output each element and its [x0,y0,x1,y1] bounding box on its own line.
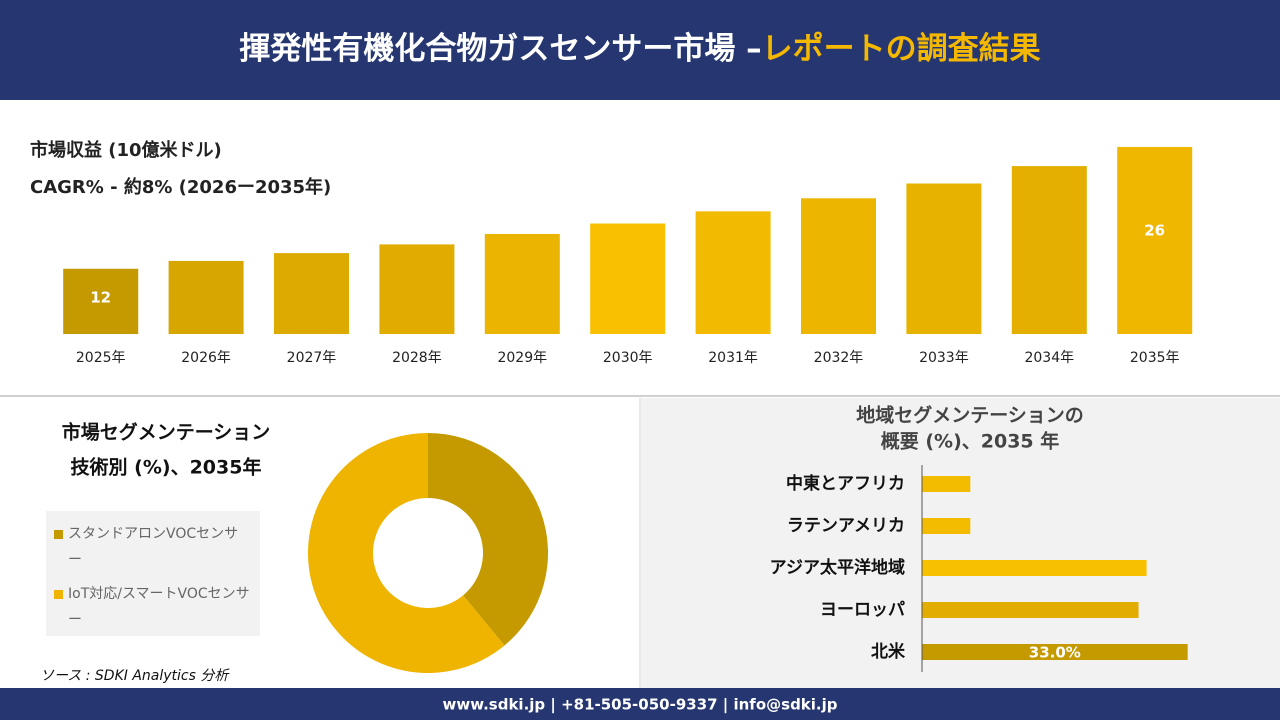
x-tick-label: 2032年 [814,350,864,366]
legend-swatch [54,590,63,599]
bar [63,268,139,334]
chart-title: 概要 (%)、2035 年 [881,430,1060,453]
bar [590,223,666,334]
legend-entry: スタンドアロンVOCセンサー [54,521,252,573]
y-tick-label: ヨーロッパ [820,600,905,620]
chart-title: 地域セグメンテーションの [856,404,1084,427]
x-tick-label: 2034年 [1024,350,1074,366]
bar [168,260,244,334]
bar [1011,166,1087,334]
data-label: 12 [90,289,111,307]
chart-subtitle: CAGR% - 約8% (2026ー2035年) [30,176,331,198]
x-tick-label: 2027年 [287,350,337,366]
x-tick-label: 2031年 [708,350,758,366]
right-panel [641,398,1280,688]
footer: www.sdki.jp | +81-505-050-9337 | info@sd… [442,696,837,715]
y-tick-label: ラテンアメリカ [787,516,905,536]
y-tick-label: 中東とアフリカ [786,473,905,494]
bar [379,244,455,334]
x-tick-label: 2026年 [181,350,231,366]
x-tick-label: 2035年 [1130,350,1180,366]
x-tick-label: 2025年 [76,350,126,366]
header-bar [0,0,1280,100]
donut-segment [308,433,505,673]
data-label: 33.0% [1029,644,1081,662]
bar [922,476,971,492]
footer-bar [0,688,1280,720]
bar [1117,146,1193,334]
legend-swatch [54,530,63,539]
data-label: 26 [1144,222,1165,240]
x-tick-label: 2030年 [603,350,653,366]
bar [922,560,1147,576]
source: ソース : SDKI Analytics 分析 [40,668,230,684]
bar [801,198,876,334]
y-tick-label: 北米 [871,641,906,662]
legend-label: IoT対応/スマートVOCセンサー [68,586,250,628]
bar [484,233,560,334]
title-main: 揮発性有機化合物ガスセンサー市場 – [239,31,761,67]
y-tick-label: アジア太平洋地域 [770,557,905,578]
chart-title: 技術別 (%)、2035年 [71,456,262,479]
title-highlight: レポートの調査結果 [762,31,1041,67]
legend: スタンドアロンVOCセンサー IoT対応/スマートVOCセンサー [46,511,260,636]
chart-title: 市場セグメンテーション [62,421,271,444]
header-title: 揮発性有機化合物ガスセンサー市場 –レポートの調査結果 [239,31,1040,67]
bar [922,602,1139,618]
bar [695,211,771,334]
bar [922,518,971,534]
x-tick-label: 2029年 [497,350,547,366]
bar [274,253,349,334]
bar [922,644,1188,660]
donut-segment [428,433,549,646]
x-tick-label: 2033年 [919,350,969,366]
legend-entry: IoT対応/スマートVOCセンサー [54,581,252,633]
bar [906,183,982,334]
x-tick-label: 2028年 [392,350,442,366]
legend-label: スタンドアロンVOCセンサー [68,526,239,568]
chart-title: 市場収益 (10億米ドル) [30,139,222,161]
